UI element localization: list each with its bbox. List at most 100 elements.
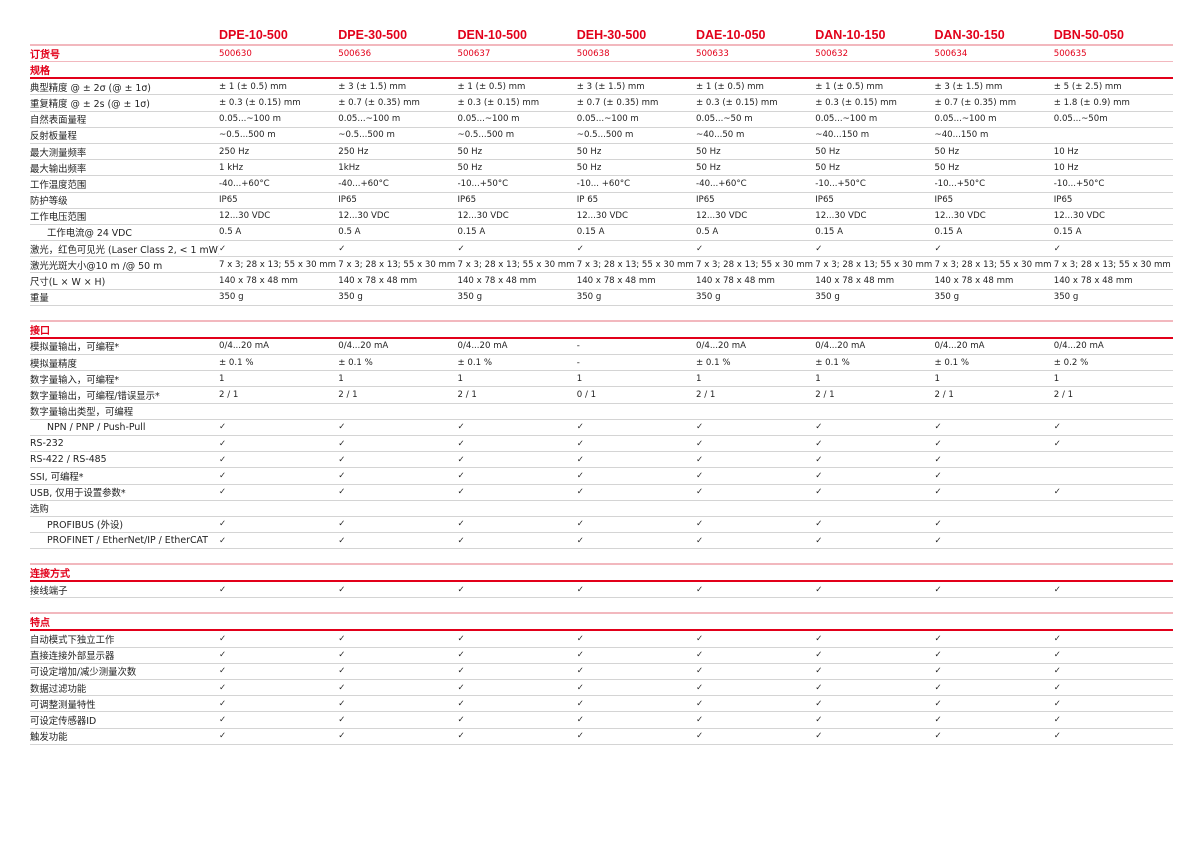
order-number: 500637: [457, 45, 577, 63]
model-name: DAE-10-050: [696, 26, 816, 46]
table-row: 重复精度 @ ± 2s (@ ± 1σ) ± 0.3 (± 0.15) mm ± 0…: [30, 94, 1173, 112]
spec-value: 12...30 VDC: [696, 208, 816, 225]
spec-value: [1053, 451, 1173, 469]
spec-value: 0/4...20 mA: [934, 337, 1054, 355]
check-icon: ✓: [1053, 728, 1173, 745]
spec-value: ± 3 (± 1.5) mm: [934, 78, 1054, 96]
spec-value: [1053, 127, 1173, 144]
spec-value: ± 1 (± 0.5) mm: [219, 78, 339, 96]
table-row: 触发功能 ✓ ✓ ✓ ✓ ✓ ✓ ✓ ✓: [30, 728, 1173, 745]
spec-value: 0/4...20 mA: [815, 337, 935, 355]
table-row: 最大测量频率 250 Hz 250 Hz 50 Hz 50 Hz 50 Hz 50 Hz 50…: [30, 143, 1173, 161]
check-icon: ✓: [219, 484, 339, 501]
spec-value: -10... +60°C: [576, 175, 696, 193]
spec-value: ± 0.1 %: [338, 354, 458, 372]
spec-value: 350 g: [576, 289, 696, 306]
check-icon: ✓: [576, 581, 696, 599]
spec-value: 2 / 1: [696, 386, 816, 404]
spec-value: 10 Hz: [1053, 159, 1173, 177]
check-icon: ✓: [219, 240, 339, 258]
check-icon: ✓: [815, 663, 935, 681]
spec-value: 350 g: [457, 289, 577, 306]
check-icon: ✓: [338, 516, 458, 534]
spec-value: 10 Hz: [1053, 143, 1173, 161]
section-header: 特点: [30, 612, 1173, 632]
table-row: 可调整测量特性 ✓ ✓ ✓ ✓ ✓ ✓ ✓ ✓: [30, 695, 1173, 713]
check-icon: ✓: [815, 484, 935, 501]
table-row: 直接连接外部显示器 ✓ ✓ ✓ ✓ ✓ ✓ ✓ ✓: [30, 647, 1173, 664]
row-label: 自然表面量程: [30, 111, 219, 128]
spec-value: 50 Hz: [696, 143, 816, 161]
order-number: 500636: [338, 45, 458, 63]
spec-value: 0 / 1: [576, 386, 696, 404]
table-row: PROFIBUS (外设) ✓ ✓ ✓ ✓ ✓ ✓ ✓: [30, 516, 1173, 534]
spec-value: 50 Hz: [934, 143, 1054, 161]
check-icon: ✓: [815, 467, 935, 485]
spec-value: 0.05...~100 m: [576, 111, 696, 128]
check-icon: ✓: [1053, 435, 1173, 453]
spec-value: 50 Hz: [815, 143, 935, 161]
check-icon: ✓: [219, 467, 339, 485]
check-icon: ✓: [696, 711, 816, 729]
spec-value: [1053, 516, 1173, 534]
check-icon: ✓: [219, 419, 339, 436]
check-icon: ✓: [457, 647, 577, 664]
row-label: 重量: [30, 289, 219, 306]
row-label: RS-232: [30, 435, 219, 453]
row-label: 可设定增加/减少测量次数: [30, 663, 219, 681]
table-row: 重量 350 g 350 g 350 g 350 g 350 g 350 g 350 g 350…: [30, 289, 1173, 306]
check-icon: ✓: [576, 240, 696, 258]
check-icon: ✓: [576, 728, 696, 745]
spec-value: [576, 500, 696, 517]
row-label: 数字量输出，可编程/错误显示*: [30, 386, 219, 404]
check-icon: ✓: [338, 419, 458, 436]
check-icon: ✓: [815, 419, 935, 436]
check-icon: ✓: [457, 581, 577, 599]
spec-value: 0.05...~100 m: [338, 111, 458, 128]
spec-value: IP65: [696, 192, 816, 209]
check-icon: ✓: [219, 695, 339, 713]
spec-value: ± 0.3 (± 0.15) mm: [219, 94, 339, 112]
spec-value: ~0.5...500 m: [219, 127, 339, 144]
check-icon: ✓: [338, 630, 458, 648]
spec-value: -: [576, 354, 696, 372]
check-icon: ✓: [934, 728, 1054, 745]
spec-value: [1053, 500, 1173, 517]
order-number: 500633: [696, 45, 816, 63]
check-icon: ✓: [696, 240, 816, 258]
check-icon: ✓: [457, 711, 577, 729]
table-row: SSI, 可编程* ✓ ✓ ✓ ✓ ✓ ✓ ✓: [30, 467, 1173, 485]
check-icon: ✓: [696, 728, 816, 745]
row-label: 典型精度 @ ± 2σ (@ ± 1σ): [30, 78, 219, 96]
table-row: 防护等级 IP65 IP65 IP65 IP 65 IP65 IP65 IP65 IP65: [30, 192, 1173, 209]
check-icon: ✓: [934, 435, 1054, 453]
spec-value: 140 x 78 x 48 mm: [1053, 272, 1173, 290]
spec-value: 7 x 3; 28 x 13; 55 x 30 mm: [338, 256, 458, 274]
table-row: NPN / PNP / Push-Pull ✓ ✓ ✓ ✓ ✓ ✓ ✓ ✓: [30, 419, 1173, 436]
table-row: 自动模式下独立工作 ✓ ✓ ✓ ✓ ✓ ✓ ✓ ✓: [30, 630, 1173, 648]
row-label: SSI, 可编程*: [30, 467, 219, 485]
table-row: 模拟量输出，可编程* 0/4...20 mA 0/4...20 mA 0/4...20…: [30, 337, 1173, 355]
row-label: 模拟量输出，可编程*: [30, 337, 219, 355]
row-label: 触发功能: [30, 728, 219, 745]
check-icon: ✓: [457, 630, 577, 648]
table-row: 数字量输出类型，可编程: [30, 403, 1173, 420]
spec-value: 0.15 A: [1053, 224, 1173, 242]
check-icon: ✓: [934, 451, 1054, 469]
check-icon: ✓: [934, 630, 1054, 648]
spec-value: 0.05...~100 m: [934, 111, 1054, 128]
spec-table-container: DPE-10-500 DPE-30-500 DEN-10-500 DEH-30-500…: [30, 26, 1173, 745]
order-number-label: 订货号: [30, 45, 219, 63]
check-icon: ✓: [815, 435, 935, 453]
check-icon: ✓: [338, 711, 458, 729]
spec-value: -40...+60°C: [219, 175, 339, 193]
spec-value: -10...+50°C: [1053, 175, 1173, 193]
check-icon: ✓: [1053, 419, 1173, 436]
order-number: 500630: [219, 45, 339, 63]
spec-value: 140 x 78 x 48 mm: [576, 272, 696, 290]
spec-value: 50 Hz: [696, 159, 816, 177]
spacer-cell: [30, 549, 1173, 565]
spec-value: ± 0.7 (± 0.35) mm: [934, 94, 1054, 112]
table-row: 典型精度 @ ± 2σ (@ ± 1σ) ± 1 (± 0.5) mm ± 3 (±…: [30, 78, 1173, 96]
